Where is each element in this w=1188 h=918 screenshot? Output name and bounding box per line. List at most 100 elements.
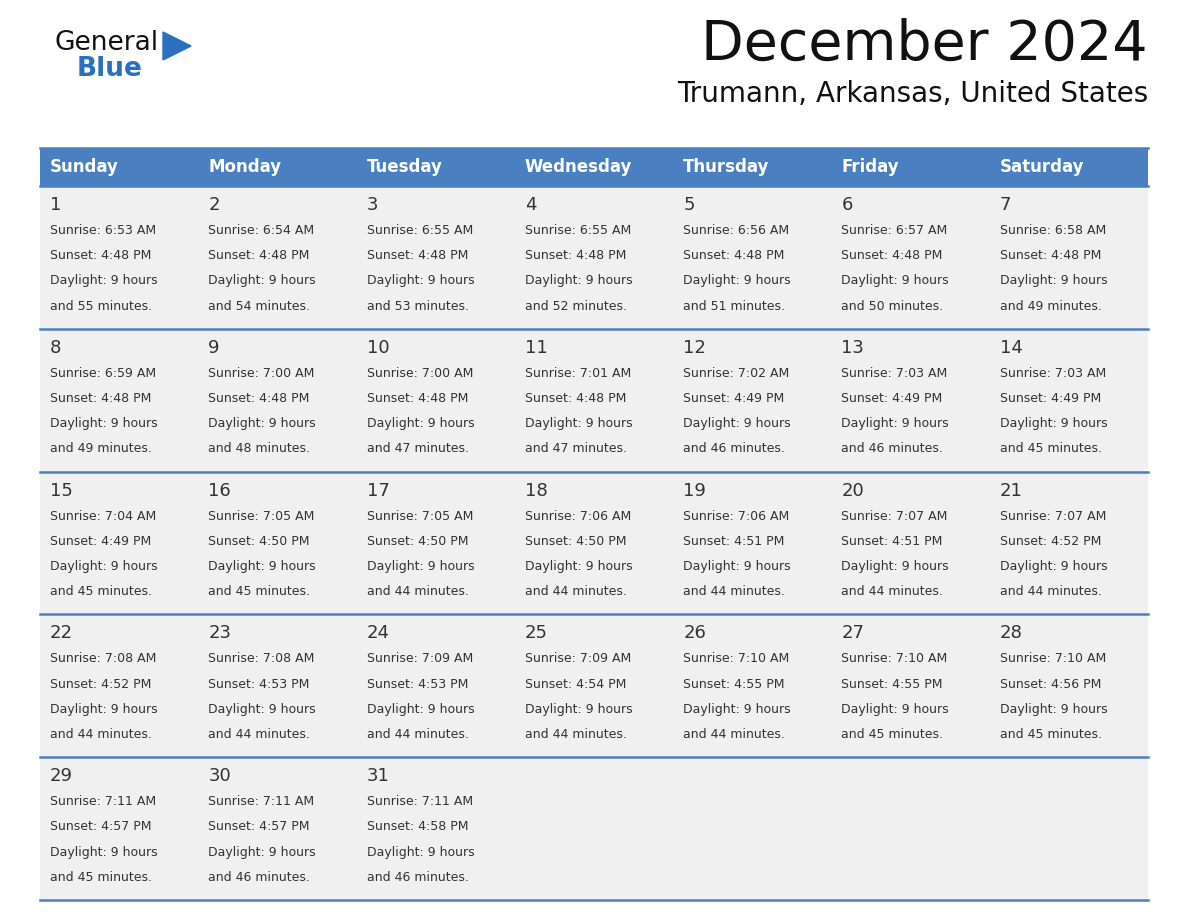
Text: Daylight: 9 hours: Daylight: 9 hours bbox=[50, 845, 158, 858]
Text: Sunset: 4:53 PM: Sunset: 4:53 PM bbox=[208, 677, 310, 690]
Text: 11: 11 bbox=[525, 339, 548, 357]
Text: Sunset: 4:48 PM: Sunset: 4:48 PM bbox=[525, 392, 626, 405]
Text: Sunrise: 6:55 AM: Sunrise: 6:55 AM bbox=[525, 224, 631, 237]
Text: Sunset: 4:49 PM: Sunset: 4:49 PM bbox=[1000, 392, 1101, 405]
Text: Sunrise: 6:53 AM: Sunrise: 6:53 AM bbox=[50, 224, 156, 237]
Text: Sunset: 4:48 PM: Sunset: 4:48 PM bbox=[841, 249, 943, 263]
Text: and 55 minutes.: and 55 minutes. bbox=[50, 299, 152, 313]
Text: and 48 minutes.: and 48 minutes. bbox=[208, 442, 310, 455]
Text: and 49 minutes.: and 49 minutes. bbox=[50, 442, 152, 455]
Text: Sunset: 4:51 PM: Sunset: 4:51 PM bbox=[683, 535, 784, 548]
Text: 27: 27 bbox=[841, 624, 865, 643]
Text: Sunrise: 7:01 AM: Sunrise: 7:01 AM bbox=[525, 367, 631, 380]
Text: and 44 minutes.: and 44 minutes. bbox=[367, 728, 468, 741]
Polygon shape bbox=[163, 32, 191, 60]
Text: and 53 minutes.: and 53 minutes. bbox=[367, 299, 468, 313]
Text: Sunrise: 6:55 AM: Sunrise: 6:55 AM bbox=[367, 224, 473, 237]
Text: and 49 minutes.: and 49 minutes. bbox=[1000, 299, 1101, 313]
Text: Sunrise: 6:59 AM: Sunrise: 6:59 AM bbox=[50, 367, 156, 380]
Text: Sunset: 4:48 PM: Sunset: 4:48 PM bbox=[50, 249, 151, 263]
Text: Sunrise: 7:00 AM: Sunrise: 7:00 AM bbox=[208, 367, 315, 380]
Text: Daylight: 9 hours: Daylight: 9 hours bbox=[208, 417, 316, 431]
Text: Sunrise: 7:03 AM: Sunrise: 7:03 AM bbox=[841, 367, 948, 380]
Text: 13: 13 bbox=[841, 339, 865, 357]
Bar bbox=[40, 614, 1148, 757]
Text: Daylight: 9 hours: Daylight: 9 hours bbox=[208, 560, 316, 573]
Text: Sunrise: 7:04 AM: Sunrise: 7:04 AM bbox=[50, 509, 157, 522]
Text: Daylight: 9 hours: Daylight: 9 hours bbox=[841, 417, 949, 431]
Text: 16: 16 bbox=[208, 482, 230, 499]
Text: Sunrise: 7:07 AM: Sunrise: 7:07 AM bbox=[1000, 509, 1106, 522]
Text: Daylight: 9 hours: Daylight: 9 hours bbox=[525, 274, 632, 287]
Text: and 45 minutes.: and 45 minutes. bbox=[50, 585, 152, 599]
Text: 1: 1 bbox=[50, 196, 62, 214]
Text: 5: 5 bbox=[683, 196, 695, 214]
Text: 8: 8 bbox=[50, 339, 62, 357]
Text: December 2024: December 2024 bbox=[701, 18, 1148, 72]
Text: Sunrise: 7:10 AM: Sunrise: 7:10 AM bbox=[841, 653, 948, 666]
Text: Sunrise: 7:03 AM: Sunrise: 7:03 AM bbox=[1000, 367, 1106, 380]
Text: Sunrise: 7:05 AM: Sunrise: 7:05 AM bbox=[208, 509, 315, 522]
Text: Sunset: 4:58 PM: Sunset: 4:58 PM bbox=[367, 821, 468, 834]
Text: General: General bbox=[55, 30, 159, 56]
Text: 30: 30 bbox=[208, 767, 230, 785]
Text: Sunrise: 6:56 AM: Sunrise: 6:56 AM bbox=[683, 224, 789, 237]
Text: Tuesday: Tuesday bbox=[367, 158, 442, 176]
Text: Sunrise: 7:09 AM: Sunrise: 7:09 AM bbox=[367, 653, 473, 666]
Text: Sunrise: 7:08 AM: Sunrise: 7:08 AM bbox=[208, 653, 315, 666]
Text: 2: 2 bbox=[208, 196, 220, 214]
Text: 26: 26 bbox=[683, 624, 706, 643]
Text: and 47 minutes.: and 47 minutes. bbox=[367, 442, 468, 455]
Text: and 44 minutes.: and 44 minutes. bbox=[367, 585, 468, 599]
Text: Blue: Blue bbox=[77, 56, 143, 82]
Text: 12: 12 bbox=[683, 339, 706, 357]
Text: and 44 minutes.: and 44 minutes. bbox=[683, 585, 785, 599]
Text: Sunrise: 7:06 AM: Sunrise: 7:06 AM bbox=[683, 509, 789, 522]
Text: and 46 minutes.: and 46 minutes. bbox=[683, 442, 785, 455]
Text: Daylight: 9 hours: Daylight: 9 hours bbox=[525, 560, 632, 573]
Text: 20: 20 bbox=[841, 482, 864, 499]
Text: Daylight: 9 hours: Daylight: 9 hours bbox=[50, 703, 158, 716]
Text: and 45 minutes.: and 45 minutes. bbox=[50, 871, 152, 884]
Text: Daylight: 9 hours: Daylight: 9 hours bbox=[367, 274, 474, 287]
Text: 17: 17 bbox=[367, 482, 390, 499]
Text: Daylight: 9 hours: Daylight: 9 hours bbox=[208, 274, 316, 287]
Text: Sunrise: 7:11 AM: Sunrise: 7:11 AM bbox=[208, 795, 315, 808]
Text: Thursday: Thursday bbox=[683, 158, 770, 176]
Text: Sunset: 4:50 PM: Sunset: 4:50 PM bbox=[525, 535, 626, 548]
Text: Sunset: 4:49 PM: Sunset: 4:49 PM bbox=[50, 535, 151, 548]
Text: Sunset: 4:50 PM: Sunset: 4:50 PM bbox=[367, 535, 468, 548]
Text: Sunset: 4:57 PM: Sunset: 4:57 PM bbox=[208, 821, 310, 834]
Bar bbox=[40, 472, 1148, 614]
Text: and 44 minutes.: and 44 minutes. bbox=[841, 585, 943, 599]
Text: Sunset: 4:48 PM: Sunset: 4:48 PM bbox=[50, 392, 151, 405]
Text: Daylight: 9 hours: Daylight: 9 hours bbox=[208, 845, 316, 858]
Text: Daylight: 9 hours: Daylight: 9 hours bbox=[367, 703, 474, 716]
Text: Trumann, Arkansas, United States: Trumann, Arkansas, United States bbox=[677, 80, 1148, 108]
Text: Sunset: 4:52 PM: Sunset: 4:52 PM bbox=[1000, 535, 1101, 548]
Text: and 46 minutes.: and 46 minutes. bbox=[208, 871, 310, 884]
Text: Sunset: 4:51 PM: Sunset: 4:51 PM bbox=[841, 535, 943, 548]
Text: Daylight: 9 hours: Daylight: 9 hours bbox=[683, 417, 791, 431]
Text: Daylight: 9 hours: Daylight: 9 hours bbox=[683, 560, 791, 573]
Text: Daylight: 9 hours: Daylight: 9 hours bbox=[525, 703, 632, 716]
Text: and 45 minutes.: and 45 minutes. bbox=[208, 585, 310, 599]
Text: 6: 6 bbox=[841, 196, 853, 214]
Text: Sunrise: 7:06 AM: Sunrise: 7:06 AM bbox=[525, 509, 631, 522]
Text: and 45 minutes.: and 45 minutes. bbox=[1000, 442, 1101, 455]
Text: Daylight: 9 hours: Daylight: 9 hours bbox=[841, 274, 949, 287]
Text: Daylight: 9 hours: Daylight: 9 hours bbox=[367, 845, 474, 858]
Text: and 46 minutes.: and 46 minutes. bbox=[841, 442, 943, 455]
Text: Sunrise: 6:58 AM: Sunrise: 6:58 AM bbox=[1000, 224, 1106, 237]
Text: 10: 10 bbox=[367, 339, 390, 357]
Text: Sunset: 4:48 PM: Sunset: 4:48 PM bbox=[525, 249, 626, 263]
Text: Sunset: 4:48 PM: Sunset: 4:48 PM bbox=[367, 249, 468, 263]
Text: and 52 minutes.: and 52 minutes. bbox=[525, 299, 627, 313]
Text: 18: 18 bbox=[525, 482, 548, 499]
Text: 29: 29 bbox=[50, 767, 72, 785]
Text: Sunrise: 6:54 AM: Sunrise: 6:54 AM bbox=[208, 224, 315, 237]
Text: Sunset: 4:49 PM: Sunset: 4:49 PM bbox=[841, 392, 943, 405]
Text: Daylight: 9 hours: Daylight: 9 hours bbox=[1000, 560, 1107, 573]
Bar bbox=[40, 757, 1148, 900]
Text: and 45 minutes.: and 45 minutes. bbox=[841, 728, 943, 741]
